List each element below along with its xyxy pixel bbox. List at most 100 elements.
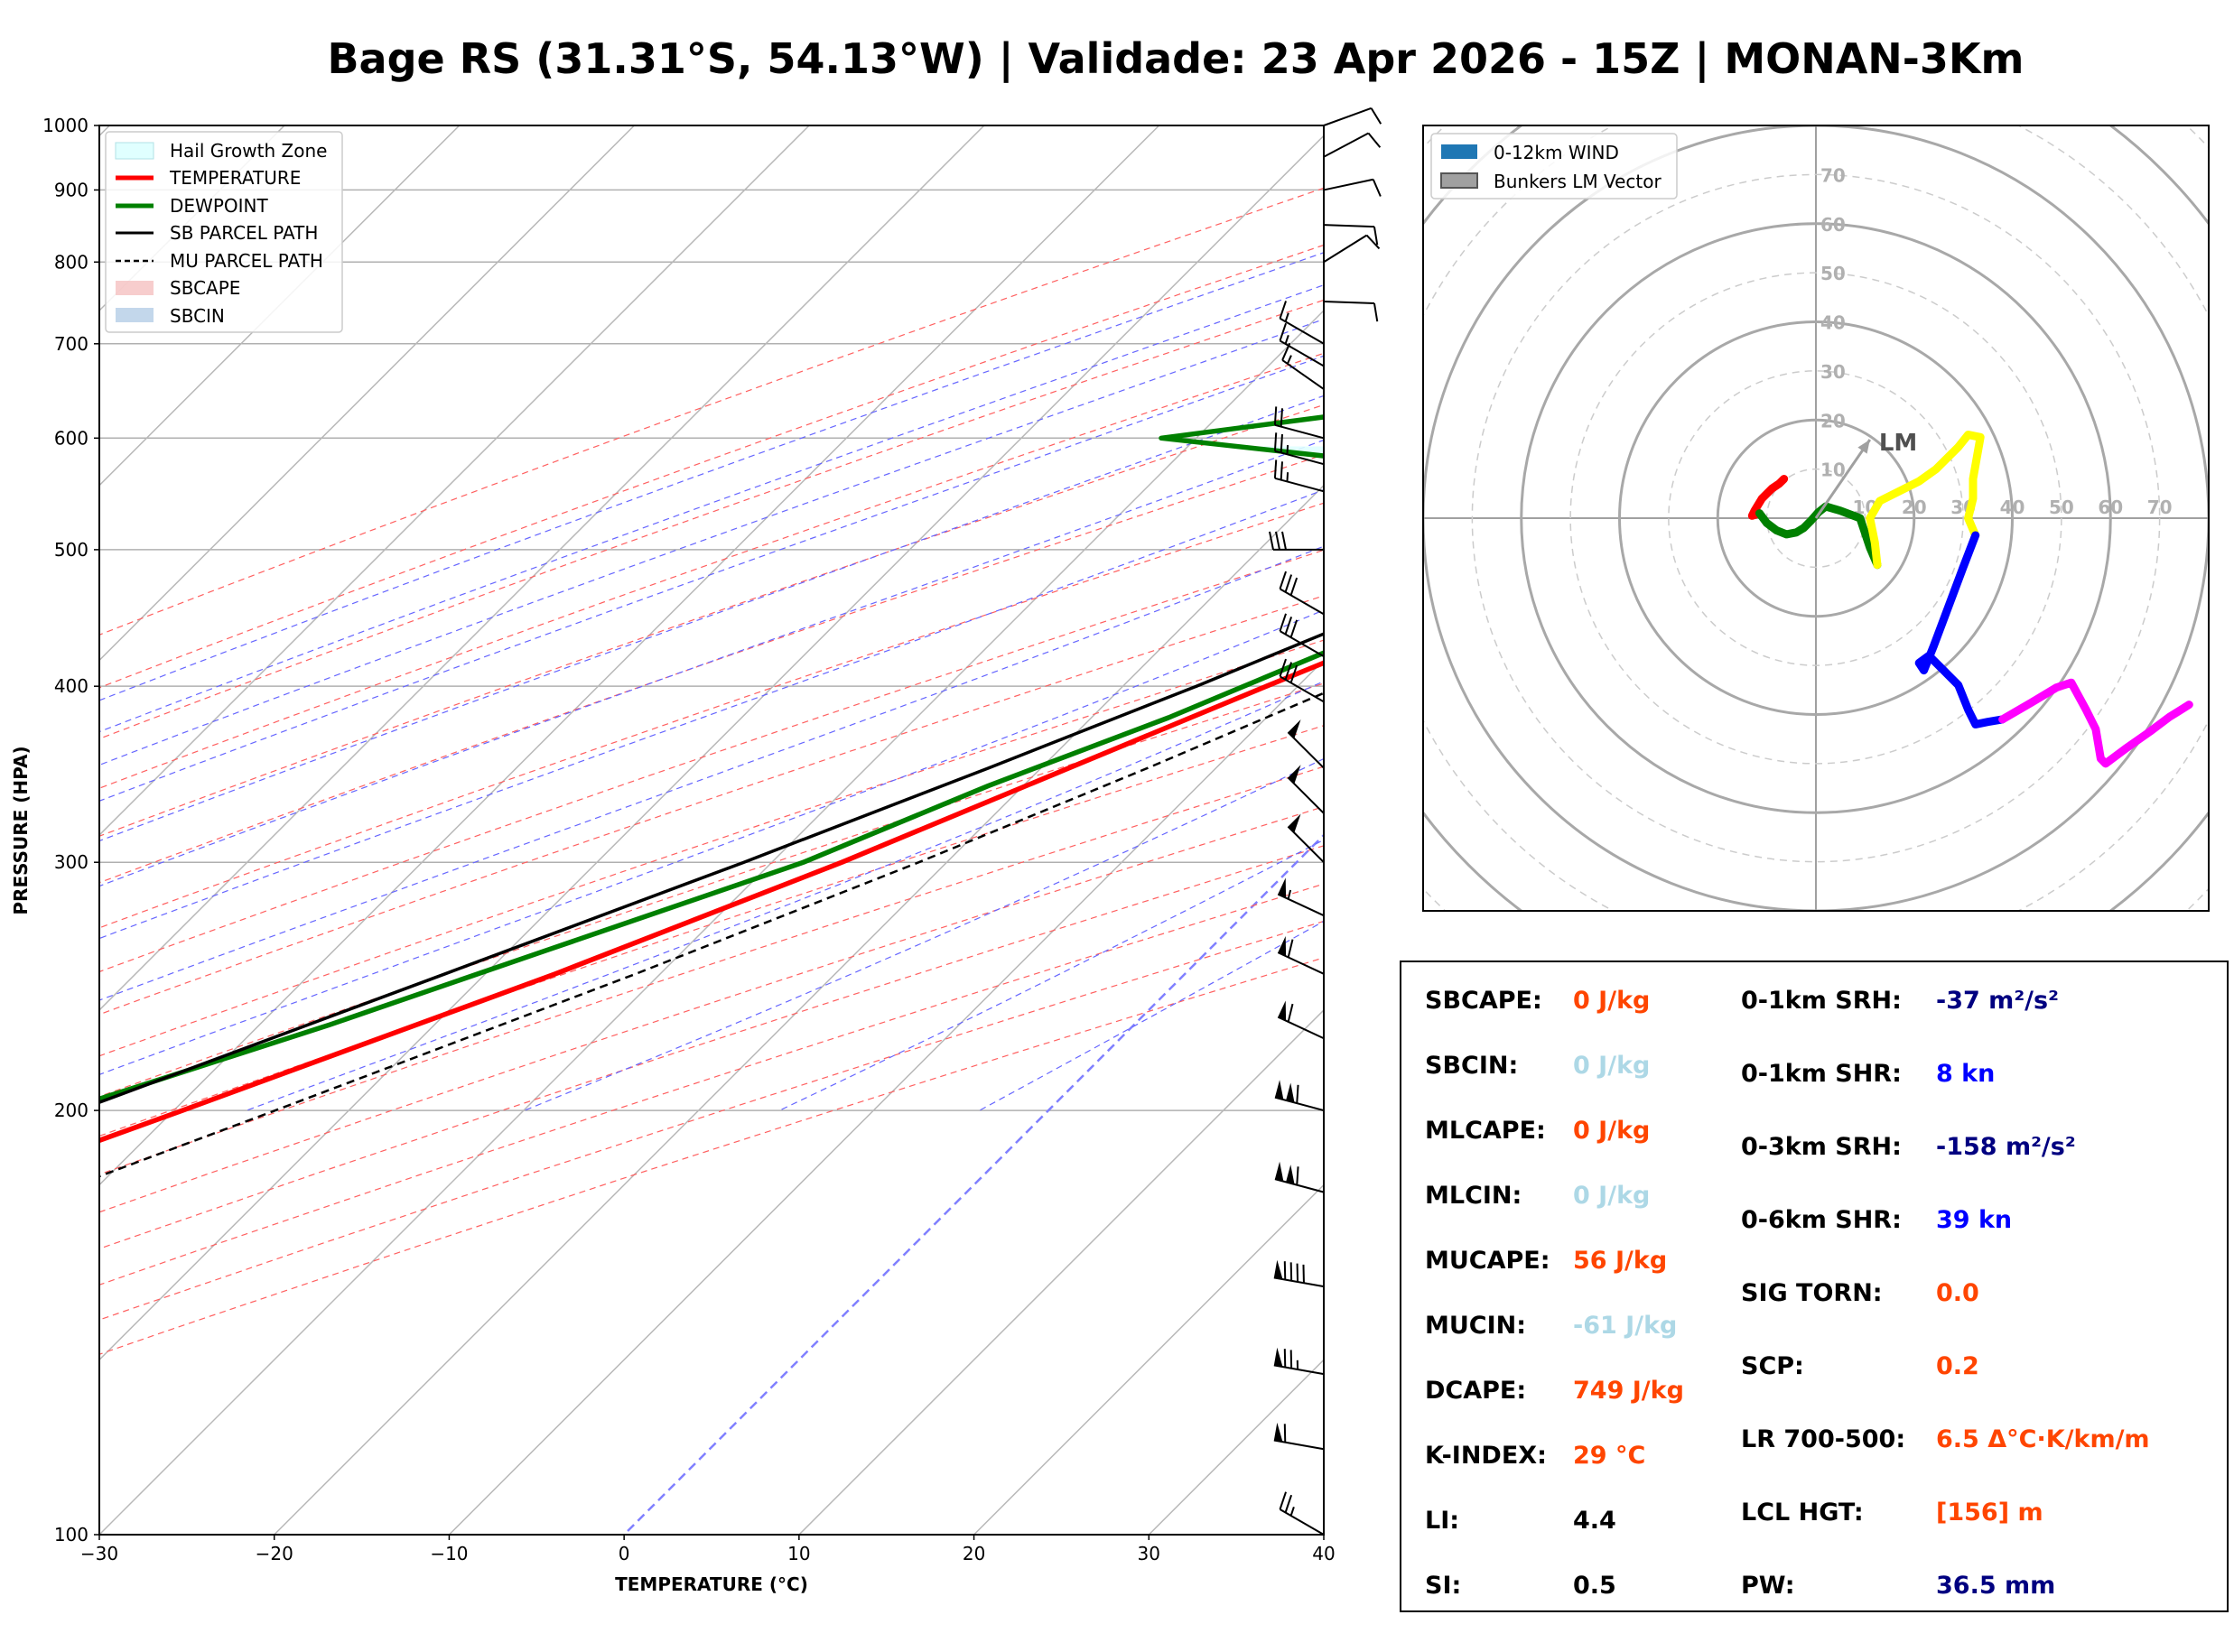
- isotherm-line: [99, 125, 810, 837]
- moist-adiabat: [99, 319, 1324, 766]
- wind-barb: [1277, 877, 1325, 917]
- ring-label: 70: [2147, 497, 2173, 518]
- dry-adiabat: [99, 187, 1324, 636]
- isotherm-line: [448, 659, 1324, 1535]
- index-value: 6.5 Δ°C·K/km/m: [1936, 1425, 2150, 1453]
- moist-adiabat: [99, 394, 1324, 842]
- x-tick-label: 10: [787, 1543, 810, 1564]
- wind-barb: [1279, 1491, 1325, 1536]
- index-value: 749 J/kg: [1573, 1377, 1684, 1405]
- hodograph-ring: [1716, 418, 1916, 618]
- index-value: -61 J/kg: [1573, 1312, 1678, 1340]
- y-tick-label: 500: [54, 539, 88, 561]
- mixing-ratio-line: [2058, 125, 2234, 438]
- ring-label: 50: [2049, 497, 2074, 518]
- index-value: 0 J/kg: [1573, 1182, 1651, 1210]
- ring-label: 20: [1902, 497, 1927, 518]
- index-value: 0.0: [1936, 1279, 1979, 1307]
- hodograph-ring: [1569, 272, 2062, 765]
- y-tick-label: 800: [54, 251, 88, 273]
- hodograph-frame: [1422, 125, 2210, 912]
- hodograph-ring: [1618, 320, 2014, 716]
- index-label: PW:: [1741, 1572, 1795, 1600]
- wind-barb: [1323, 107, 1382, 126]
- index-label: MLCAPE:: [1425, 1117, 1546, 1145]
- legend-sbcape: SBCAPE: [170, 277, 240, 299]
- dry-adiabat: [99, 299, 1324, 740]
- legend-dewpoint: DEWPOINT: [170, 195, 268, 217]
- wind-barb: [1273, 459, 1325, 493]
- dry-adiabat: [99, 639, 1324, 1057]
- index-value: -37 m²/s²: [1936, 987, 2059, 1015]
- x-tick-label: −30: [80, 1543, 118, 1564]
- y-tick-label: 400: [54, 675, 88, 697]
- wind-barb: [1269, 531, 1324, 551]
- index-label: 0-1km SHR:: [1741, 1060, 1902, 1088]
- wind-barb: [1273, 1347, 1325, 1376]
- skew-t-xlabel: TEMPERATURE (°C): [615, 1573, 808, 1595]
- hodograph-legend: 0-12km WIND Bunkers LM Vector: [1430, 133, 1678, 200]
- index-value: [156] m: [1936, 1499, 2043, 1527]
- index-label: LR 700-500:: [1741, 1425, 1906, 1453]
- wind-barb: [1279, 571, 1325, 616]
- y-tick-label: 1000: [42, 115, 88, 136]
- moist-adiabat: [99, 284, 1324, 733]
- wind-barb: [1323, 234, 1381, 264]
- index-label: MUCIN:: [1425, 1312, 1527, 1340]
- ring-label: 10: [1820, 459, 1846, 481]
- ring-label: 40: [1820, 312, 1846, 334]
- lm-arrowhead: [1857, 440, 1870, 454]
- index-label: SCP:: [1741, 1352, 1804, 1380]
- dry-adiabat: [99, 805, 1324, 1213]
- mixing-ratio-line: [2136, 125, 2234, 438]
- chart-title: Bage RS (31.31°S, 54.13°W) | Validade: 2…: [327, 34, 2025, 83]
- hodograph-trace: [1998, 678, 2193, 768]
- legend-sbcin: SBCIN: [170, 305, 225, 327]
- y-tick-label: 700: [54, 333, 88, 355]
- moist-adiabat: [524, 757, 1324, 1111]
- y-tick-label: 100: [54, 1524, 88, 1545]
- index-label: MUCAPE:: [1425, 1247, 1550, 1275]
- isotherm-line: [99, 135, 1324, 1361]
- isotherm-line: [99, 125, 461, 487]
- legend-temperature: TEMPERATURE: [169, 167, 301, 189]
- x-tick-label: −20: [256, 1543, 293, 1564]
- hodograph-trace: [1755, 502, 1882, 570]
- isotherm-line: [798, 1008, 1324, 1535]
- isotherm-line: [99, 309, 1324, 1535]
- x-tick-label: 0: [619, 1543, 630, 1564]
- mixing-ratio-line: [1743, 125, 2183, 438]
- dry-adiabat: [99, 845, 1324, 1249]
- y-tick-label: 900: [54, 179, 88, 200]
- index-value: 8 kn: [1936, 1060, 1996, 1088]
- legend-sb-parcel-path: SB PARCEL PATH: [170, 222, 318, 244]
- moist-adiabat: [99, 252, 1324, 701]
- index-value: 0 J/kg: [1573, 1052, 1651, 1080]
- ring-label: 60: [1820, 214, 1846, 236]
- wind-barb: [1279, 613, 1325, 657]
- ring-label: 60: [2098, 497, 2123, 518]
- isotherm-line: [99, 125, 1160, 1186]
- lm-label: LM: [1879, 430, 1917, 457]
- index-label: K-INDEX:: [1425, 1442, 1547, 1470]
- hodograph-ring: [1668, 370, 1964, 666]
- wind-barb: [1279, 322, 1325, 367]
- index-label: LI:: [1425, 1507, 1460, 1535]
- index-value: -158 m²/s²: [1936, 1133, 2076, 1161]
- hodograph-trace: [1866, 431, 1985, 570]
- index-value: 0 J/kg: [1573, 1117, 1651, 1145]
- moist-adiabat: [99, 488, 1324, 940]
- index-label: 0-3km SRH:: [1741, 1133, 1902, 1161]
- wind-barb: [1287, 813, 1325, 863]
- ring-label: 30: [1820, 361, 1846, 383]
- dry-adiabat: [99, 766, 1324, 1175]
- wind-barb: [1274, 1080, 1325, 1112]
- isotherm-line: [973, 1183, 1324, 1535]
- wind-barb: [1287, 719, 1325, 769]
- y-tick-label: 200: [54, 1100, 88, 1121]
- wind-barb: [1287, 765, 1325, 814]
- index-label: 0-6km SHR:: [1741, 1206, 1902, 1234]
- index-label: LCL HGT:: [1741, 1499, 1864, 1527]
- hodograph-ring: [1471, 173, 2161, 863]
- wind-barb: [1273, 432, 1325, 466]
